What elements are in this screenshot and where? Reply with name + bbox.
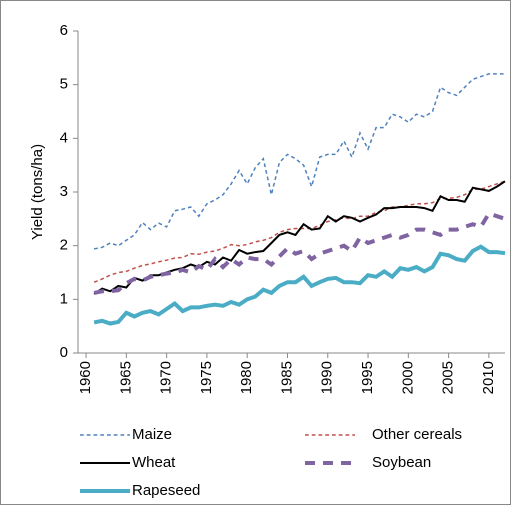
x-tick-label: 1985 (278, 361, 295, 394)
y-tick-label: 4 (60, 129, 68, 146)
y-axis-title: Yield (tons/ha) (29, 144, 46, 240)
x-tick-label: 1995 (359, 361, 376, 394)
x-tick-label: 1990 (319, 361, 336, 394)
y-tick-label: 5 (60, 76, 68, 93)
legend-label: Other cereals (372, 426, 462, 443)
series-line (93, 73, 505, 250)
y-tick-label: 1 (60, 290, 68, 307)
series-line (93, 244, 506, 326)
y-tick-label: 2 (60, 237, 68, 254)
y-tick-label: 3 (60, 183, 68, 200)
legend-label: Rapeseed (132, 482, 200, 499)
x-tick-label: 1980 (238, 361, 255, 394)
x-tick-label: 2005 (440, 361, 457, 394)
x-tick-label: 1970 (158, 361, 175, 394)
x-tick-label: 1965 (117, 361, 134, 394)
legend-label: Wheat (132, 454, 176, 471)
legend-label: Maize (132, 426, 172, 443)
x-tick-label: 1960 (77, 361, 94, 394)
x-tick-label: 2000 (399, 361, 416, 394)
x-tick-label: 2010 (480, 361, 497, 394)
legend-label: Soybean (372, 454, 431, 471)
series-line (93, 211, 506, 295)
y-tick-label: 6 (60, 22, 68, 39)
x-tick-label: 1975 (198, 361, 215, 394)
y-tick-label: 0 (60, 344, 68, 361)
